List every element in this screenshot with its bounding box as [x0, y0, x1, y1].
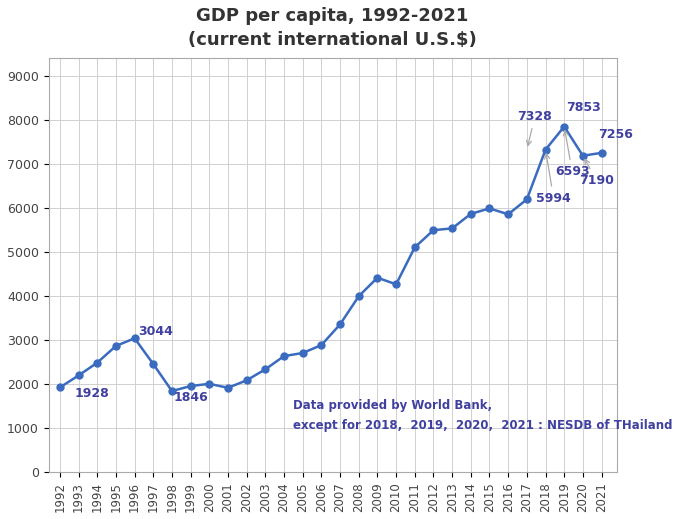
Text: 7853: 7853: [566, 101, 601, 114]
Text: 7190: 7190: [579, 159, 614, 187]
Text: Data provided by World Bank,: Data provided by World Bank,: [294, 399, 493, 413]
Text: 1846: 1846: [174, 391, 209, 404]
Text: 5994: 5994: [536, 154, 571, 204]
Text: 1928: 1928: [74, 387, 109, 400]
Text: 3044: 3044: [139, 325, 173, 338]
Text: 7328: 7328: [518, 110, 552, 146]
Text: 6593: 6593: [555, 131, 590, 178]
Text: except for 2018,  2019,  2020,  2021 : NESDB of THailand: except for 2018, 2019, 2020, 2021 : NESD…: [294, 419, 673, 432]
Text: 7256: 7256: [598, 128, 633, 141]
Title: GDP per capita, 1992-2021
(current international U.S.$): GDP per capita, 1992-2021 (current inter…: [188, 7, 477, 49]
